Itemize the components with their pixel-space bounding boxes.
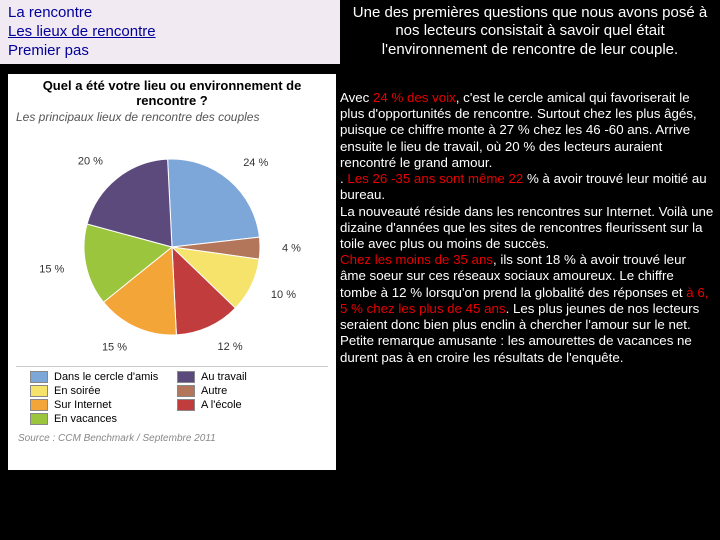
- pie-slice-label: 4 %: [282, 242, 301, 254]
- p1-pre: Avec: [340, 90, 373, 105]
- intro-text: Une des premières questions que nous avo…: [350, 4, 710, 59]
- legend-swatch: [30, 413, 48, 425]
- legend-item: En soirée: [30, 385, 171, 397]
- chart-subtitle: Les principaux lieux de rencontre des co…: [8, 108, 336, 128]
- legend-item: En vacances: [30, 413, 171, 425]
- legend-swatch: [30, 399, 48, 411]
- legend-item: Dans le cercle d'amis: [30, 371, 171, 383]
- legend-label: En soirée: [54, 385, 100, 397]
- legend-swatch: [177, 399, 195, 411]
- legend-swatch: [177, 385, 195, 397]
- chart-legend: Dans le cercle d'amis Au travail En soirée…: [16, 366, 328, 427]
- p1-highlight: 24 % des voix: [373, 90, 456, 105]
- body-p2: . Les 26 -35 ans sont même 22 % à avoir …: [340, 171, 714, 203]
- pie-slice: [168, 159, 260, 247]
- body-p1: Avec 24 % des voix, c'est le cercle amic…: [340, 90, 714, 171]
- legend-item: A l'école: [177, 399, 318, 411]
- legend-label: Sur Internet: [54, 399, 111, 411]
- p4-highlight-1: Chez les moins de 35 ans: [340, 252, 493, 267]
- chart-source: Source : CCM Benchmark / Septembre 2011: [8, 427, 336, 444]
- legend-item: Sur Internet: [30, 399, 171, 411]
- pie-slice-label: 10 %: [271, 289, 296, 301]
- chart-card: Quel a été votre lieu ou environnement d…: [8, 74, 336, 470]
- legend-label: Dans le cercle d'amis: [54, 371, 158, 383]
- pie-slice-label: 15 %: [102, 341, 127, 353]
- legend-label: En vacances: [54, 413, 117, 425]
- legend-item: Au travail: [177, 371, 318, 383]
- nav-link-lieux[interactable]: Les lieux de rencontre: [8, 23, 208, 42]
- legend-swatch: [30, 371, 48, 383]
- legend-label: Autre: [201, 385, 227, 397]
- page-root: La rencontre Les lieux de rencontre Prem…: [0, 0, 720, 540]
- legend-item: Autre: [177, 385, 318, 397]
- p2-highlight: Les 26 -35 ans sont même 22: [347, 171, 527, 186]
- pie-slice-label: 24 %: [243, 157, 268, 169]
- body-p5: Petite remarque amusante : les amourette…: [340, 333, 714, 365]
- body-text: Avec 24 % des voix, c'est le cercle amic…: [340, 90, 714, 366]
- pie-slice-label: 15 %: [39, 264, 64, 276]
- nav-link-premier-pas[interactable]: Premier pas: [8, 42, 208, 61]
- pie-area: 24 % 4 % 10 % 12 % 15 % 15 % 20 %: [8, 128, 336, 366]
- pie-chart: 24 % 4 % 10 % 12 % 15 % 15 % 20 %: [8, 128, 336, 366]
- body-p3: La nouveauté réside dans les rencontres …: [340, 204, 714, 253]
- nav-links: La rencontre Les lieux de rencontre Prem…: [8, 4, 208, 60]
- nav-link-rencontre[interactable]: La rencontre: [8, 4, 208, 23]
- pie-slice-label: 12 %: [218, 341, 243, 353]
- pie-slice-label: 20 %: [78, 155, 103, 167]
- legend-label: Au travail: [201, 371, 247, 383]
- legend-label: A l'école: [201, 399, 242, 411]
- body-p4: Chez les moins de 35 ans, ils sont 18 % …: [340, 252, 714, 333]
- chart-title: Quel a été votre lieu ou environnement d…: [8, 74, 336, 108]
- legend-swatch: [30, 385, 48, 397]
- legend-swatch: [177, 371, 195, 383]
